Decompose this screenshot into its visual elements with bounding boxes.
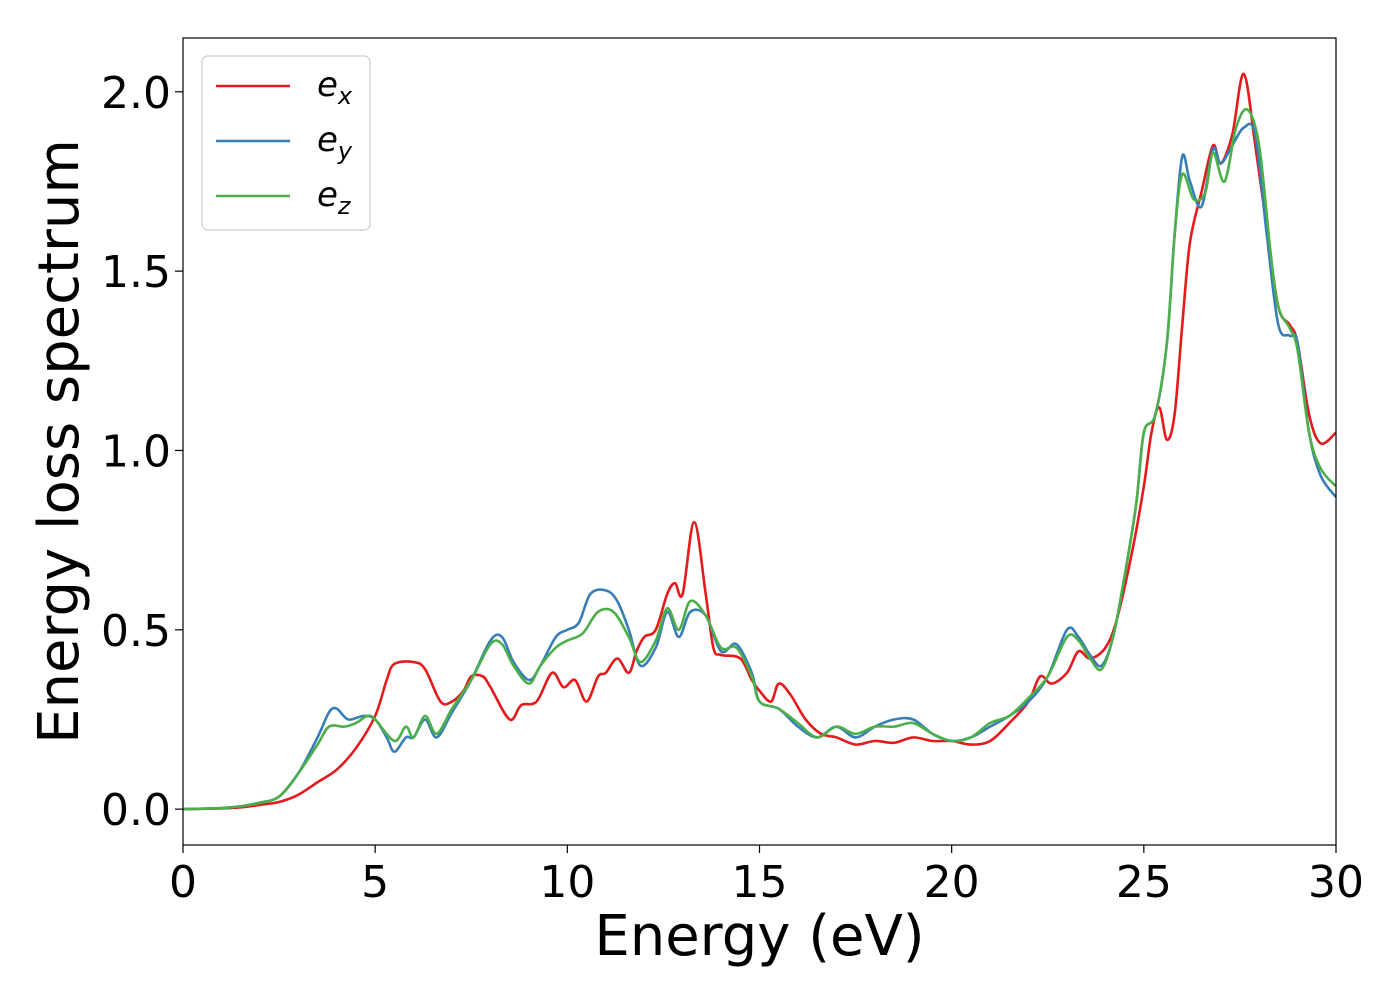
x-tick-label: 25 [1116,857,1172,908]
legend-label-base: e [317,120,338,160]
legend-label-y: ey [317,120,353,165]
legend-label-subscript: y [337,137,353,165]
x-tick-label: 15 [732,857,788,908]
y-tick-label: 0.5 [101,606,171,657]
x-tick-label: 20 [924,857,980,908]
y-tick-label: 0.0 [101,785,171,836]
legend-box [201,55,371,231]
x-tick-label: 30 [1308,857,1364,908]
y-tick-label: 1.5 [101,247,171,298]
x-axis: 0 5 10 15 20 25 30 [169,845,1364,908]
y-tick-label: 2.0 [101,68,171,119]
legend-label-base: e [317,65,338,105]
y-axis-title: Energy loss spectrum [27,139,92,744]
x-tick-label: 5 [361,857,389,908]
x-axis-title: Energy (eV) [594,904,924,969]
series-line-z [183,107,1336,811]
x-tick-label: 0 [169,857,197,908]
legend-label-subscript: z [337,192,352,220]
legend-label-x: ex [317,65,353,110]
y-tick-label: 1.0 [101,426,171,477]
series-line-x [183,72,1336,811]
y-axis: 0.0 0.5 1.0 1.5 2.0 [101,68,183,836]
legend-label-z: ez [317,175,352,220]
legend-label-subscript: x [337,82,353,110]
plot-area [183,38,1336,845]
legend-label-base: e [317,175,338,215]
x-tick-label: 10 [539,857,595,908]
series-group [183,72,1336,811]
